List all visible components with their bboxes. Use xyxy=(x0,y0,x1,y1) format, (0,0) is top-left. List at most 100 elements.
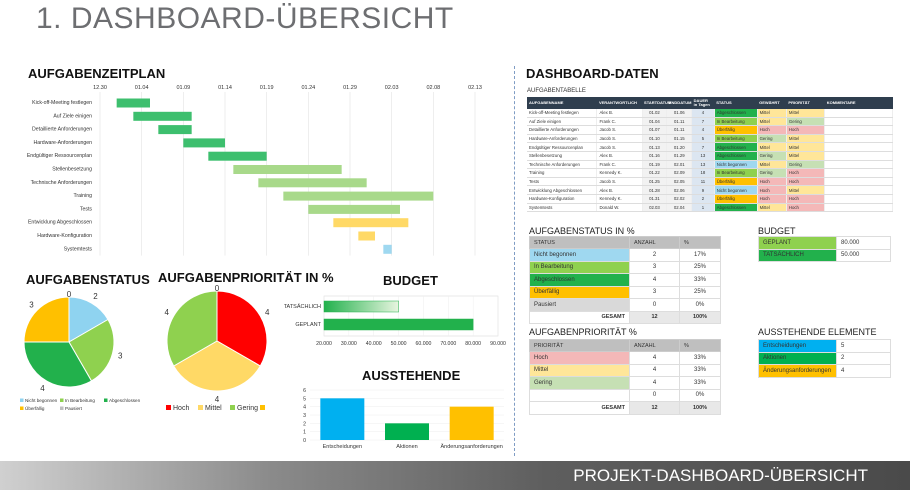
gantt-task-label: Kick-off-Meeting festlegen xyxy=(32,100,92,106)
task-table-cell: In Bearbeitung xyxy=(714,168,758,178)
task-table-cell: Technische Anforderungen xyxy=(527,160,598,170)
status-pie-value-label: 3 xyxy=(118,352,123,361)
task-table-cell: Frank C. xyxy=(596,117,643,127)
budget-tick-label: 20.000 xyxy=(316,341,332,347)
section-divider xyxy=(514,66,515,456)
status-pie-value-label: 3 xyxy=(29,301,34,310)
budget-table-label: GEPLANT xyxy=(758,236,837,250)
gantt-date-label: 01.24 xyxy=(301,85,315,91)
task-table-cell: 4 xyxy=(691,109,715,118)
gantt-chart: 12.30 01.04 01.09 01.14 01.19 01.24 01.29 02.03… xyxy=(27,85,482,256)
gantt-task-label: Technische Anforderungen xyxy=(31,180,93,186)
gantt-bar xyxy=(158,125,192,135)
gantt-task-label: Tests xyxy=(80,206,93,212)
status-table-label: Nicht begonnen xyxy=(529,248,630,262)
task-table-header: GEWÄHRT xyxy=(757,97,787,109)
task-table-cell: 01.31 xyxy=(642,194,668,204)
pending-table-label: Aktionen xyxy=(758,351,837,365)
status-legend-label: In Bearbeitung xyxy=(65,398,95,403)
gantt-bar xyxy=(233,165,342,174)
task-table-cell: Hoch xyxy=(757,194,787,204)
task-table-cell: Alex B. xyxy=(596,151,643,161)
budget-table-label: TATSÄCHLICH xyxy=(758,248,837,262)
priority-table-pct: 0% xyxy=(679,388,721,402)
task-table-cell: 01.22 xyxy=(642,168,668,178)
task-table-cell: 01.07 xyxy=(642,125,668,135)
task-table-row: Endgültiger Ressourcenplan Jacob S. 01.13 0… xyxy=(527,142,893,152)
status-legend-swatch xyxy=(20,398,24,402)
task-table-cell: 01.11 xyxy=(666,125,693,135)
task-table-cell: 11 xyxy=(691,177,715,187)
pending-tick-label: 1 xyxy=(303,430,306,436)
priority-legend-label: Hoch xyxy=(173,405,189,412)
task-table-cell: Gering xyxy=(757,151,787,161)
task-table-cell: Hoch xyxy=(786,177,826,187)
budget-table-row: GEPLANT 80.000 xyxy=(758,236,891,250)
task-table-cell: Überfällig xyxy=(714,177,758,187)
status-table-total-count: 12 xyxy=(629,310,680,324)
task-table-cell: 01.20 xyxy=(666,142,693,152)
status-table-count: 2 xyxy=(629,248,680,262)
gantt-date-label: 01.04 xyxy=(135,85,149,91)
pending-bar-chart: 0 1 2 3 4 5 6 Entscheidungen Aktionen Änderungsan… xyxy=(303,388,504,450)
task-table-cell: 9 xyxy=(691,185,715,195)
priority-pie-value-label: 4 xyxy=(265,308,270,317)
task-table-cell: Nicht begonnen xyxy=(714,185,758,195)
task-table-cell: 01.10 xyxy=(642,134,668,144)
gantt-bar xyxy=(133,111,192,121)
page-title: 1. DASHBOARD-ÜBERSICHT xyxy=(36,2,454,35)
status-legend-label: Nicht begonnen xyxy=(25,398,58,403)
pending-tick-label: 0 xyxy=(303,438,306,444)
pct-col-header: % xyxy=(679,236,721,249)
task-table-row: Systemtests Donald W. 02.03 02.04 1 Abgeschlo… xyxy=(527,203,893,213)
priority-table-label: Hoch xyxy=(529,351,630,365)
budget-small-title: BUDGET xyxy=(758,226,796,236)
task-table-cell xyxy=(824,203,893,213)
task-table-cell: Mittel xyxy=(786,151,826,161)
task-table-title: AUFGABENTABELLE xyxy=(527,88,586,94)
task-table-cell: 02.04 xyxy=(666,203,693,213)
status-table-total-pct: 100% xyxy=(679,310,721,324)
task-table-cell: 02.03 xyxy=(642,203,668,213)
task-table-cell: 18 xyxy=(691,168,715,178)
pending-table-value: 2 xyxy=(836,351,891,365)
task-table-cell: 02.05 xyxy=(666,177,693,187)
priority-legend-swatch xyxy=(166,405,171,410)
priority-table-count: 4 xyxy=(629,351,680,365)
gantt-bar xyxy=(183,138,225,148)
gantt-bar xyxy=(333,218,409,228)
status-table-pct: 25% xyxy=(679,260,721,274)
task-table-cell: Frank C. xyxy=(596,160,643,170)
priority-table: PRIORITÄT ANZAHL % Hoch 4 33% Mittel 4 33% Ger… xyxy=(529,339,721,415)
task-table-cell: 02.02 xyxy=(666,194,693,204)
pending-tick-label: 2 xyxy=(303,421,306,427)
task-table-cell: Mittel xyxy=(757,117,787,127)
status-table-row: Abgeschlossen 4 33% xyxy=(529,273,721,287)
gantt-task-label: Hardware-Anforderungen xyxy=(33,140,92,146)
task-table-cell: 13 xyxy=(691,160,715,170)
pending-table: Entscheidungen 5 Aktionen 2 Änderungsanforde… xyxy=(758,339,891,378)
budget-table-value: 80.000 xyxy=(836,236,891,250)
task-table-row: Auf Ziele einigen Frank C. 01.04 01.11 7 In B… xyxy=(527,117,893,127)
task-table-cell: 01.25 xyxy=(642,177,668,187)
gantt-date-label: 01.14 xyxy=(218,85,232,91)
status-legend-label: Pausiert xyxy=(65,406,83,411)
status-pie-slice xyxy=(68,296,109,343)
gantt-date-label: 02.08 xyxy=(426,85,440,91)
priority-table-pct: 33% xyxy=(679,363,721,377)
task-table-cell: Alex B. xyxy=(596,185,643,195)
gantt-bar xyxy=(258,178,367,188)
status-pie-slice xyxy=(23,341,93,388)
task-table-cell: 7 xyxy=(691,117,715,127)
task-table-cell: Hardware-Anforderungen xyxy=(527,134,598,144)
priority-pie-zero-label: 0 xyxy=(215,284,220,293)
pending-tick-label: 5 xyxy=(303,396,306,402)
task-table-cell: Hoch xyxy=(757,185,787,195)
status-table-count: 4 xyxy=(629,273,680,287)
status-pie-slice xyxy=(23,296,70,343)
task-table-cell: Donald W. xyxy=(596,203,643,213)
task-table-cell: Hoch xyxy=(757,125,787,135)
pending-tick-label: 6 xyxy=(303,388,306,394)
budget-tick-label: 30.000 xyxy=(341,341,357,347)
task-table-cell xyxy=(824,168,893,178)
